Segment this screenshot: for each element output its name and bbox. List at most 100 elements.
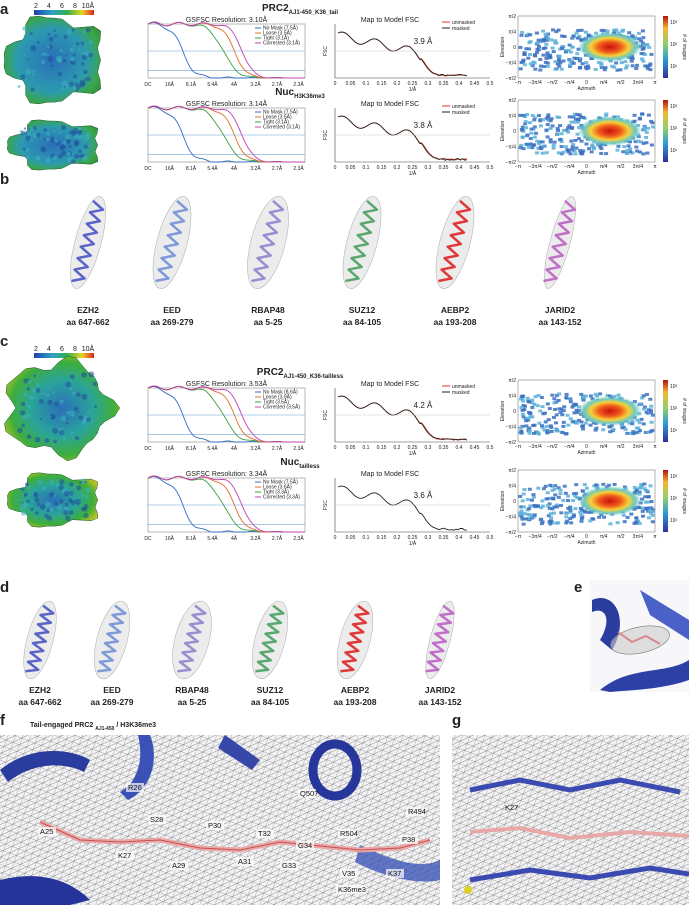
plot-title: GSFSC Resolution: 3.14Å [186,99,268,108]
map-detail [83,150,87,154]
density-envelope [152,196,192,289]
map-detail [30,87,35,92]
colorbar [34,10,94,15]
colorbar-tick: 6 [60,3,64,10]
x-tick-label: 0.5 [487,445,494,451]
map-detail [58,131,62,135]
heat-cell [527,429,532,433]
heat-cell [632,400,637,404]
heat-cell [548,53,553,57]
heat-cell [549,425,554,429]
heat-cell [649,500,654,504]
heat-cell [535,41,540,45]
heat-cell [610,64,615,68]
heat-cell [561,150,566,154]
x-tick-label: 0.35 [439,535,449,541]
heat-cell [530,406,535,410]
heat-cell [573,138,578,142]
heat-cell [637,421,642,425]
heat-cell [544,151,549,155]
panel-label: c [0,333,8,350]
ribbon [640,590,689,640]
heat-cell [547,407,552,411]
heat-cell [541,53,546,57]
heat-cell [576,405,581,409]
label-bg [400,835,418,844]
heat-cell [518,67,523,71]
heat-cell [545,491,550,495]
x-tick-label: 0.5 [487,535,494,541]
map-detail [81,62,85,66]
heat-cell [535,47,540,51]
heat-cell [643,500,648,504]
heat-cell [541,118,546,122]
map-detail [63,490,70,497]
heat-cell [518,45,523,49]
heat-cell [552,397,557,401]
heat-cell [583,394,588,398]
heat-cell [575,132,580,136]
x-tick-label: 0.15 [377,81,387,87]
heat-cell [524,113,529,117]
label-bg [256,829,274,838]
legend-label: unmasked [452,104,475,110]
heat-cell [579,508,584,512]
heat-cell [598,392,603,396]
y-tick-label: π/2 [508,378,516,384]
heat-cell [556,398,561,402]
x-tick-label: 4Å [231,535,238,542]
heat-cell [568,397,573,401]
heat-cell [567,115,572,119]
heat-cell [548,512,553,516]
x-tick-label: −π [515,80,522,86]
heat-cell [530,64,535,68]
heat-cell [644,489,649,493]
heat-cell [566,494,571,498]
map-detail [45,137,50,142]
map-detail [63,509,69,516]
map-detail [73,141,79,147]
heat-cell [546,514,551,518]
density-envelope [342,196,382,289]
heat-cell [561,420,566,424]
heat-cell [625,151,630,155]
heat-cell [580,62,585,66]
map-detail [26,499,30,504]
map-detail [53,130,56,133]
map-detail [83,144,88,149]
heat-cell [585,64,590,68]
heat-cell [602,68,607,72]
heat-cell [573,152,578,156]
heat-cell [549,516,554,520]
heat-cell [648,408,653,412]
map-detail [23,392,28,397]
heat-cell [561,59,566,63]
heat-peak [577,396,642,426]
x-tick-label: −π/4 [564,444,575,450]
map-detail [74,436,80,441]
heat-cell [530,401,535,405]
count-label: # of images [681,34,687,60]
map-detail [59,399,64,404]
x-tick-label: 0.3 [425,445,432,451]
peptide [469,825,689,841]
heat-cell [641,36,646,40]
heat-cell [523,122,528,126]
heat-cell [643,430,648,434]
heat-cell [557,64,562,68]
heat-cell [647,45,652,49]
map-detail [23,378,29,384]
x-tick-label: 0.05 [346,535,356,541]
heat-cell [568,59,573,63]
heat-cell [622,145,627,149]
label-bg [340,869,358,878]
ribbon [355,845,440,882]
map-detail [46,393,50,398]
map-detail [79,79,86,86]
backbone [469,777,681,795]
heat-cell [604,152,609,156]
y-tick-label: −π/4 [505,515,516,521]
x-tick-label: 0.2 [394,535,401,541]
map-detail [76,41,80,46]
fsc-curve [337,31,467,77]
